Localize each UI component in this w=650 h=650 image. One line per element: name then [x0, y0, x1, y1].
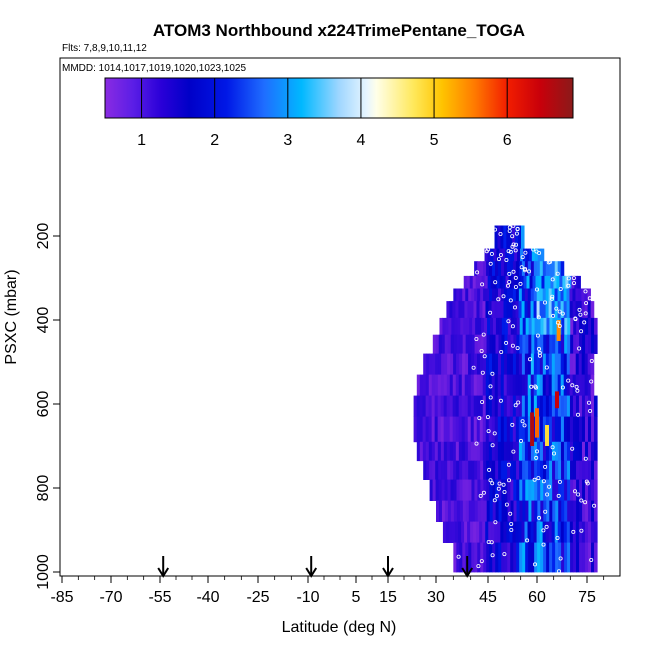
heatmap-cell	[591, 301, 595, 318]
heatmap-cell	[594, 442, 598, 461]
colorbar	[105, 78, 573, 118]
x-tick-label: 30	[427, 589, 445, 606]
heatmap-cell	[591, 354, 595, 375]
y-tick-label: 200	[35, 223, 52, 250]
y-axis-label: PSXC (mbar)	[3, 269, 20, 364]
heatmap-cell	[577, 276, 581, 289]
colorbar-tick-label: 2	[210, 132, 219, 149]
x-tick-label: 5	[352, 589, 361, 606]
x-tick-label: 60	[528, 589, 546, 606]
y-tick-label: 400	[35, 307, 52, 334]
x-tick-label: -40	[196, 589, 219, 606]
x-tick-label: 15	[379, 589, 397, 606]
y-axis: 200 400 600 800 1000	[35, 223, 60, 590]
chart-title: ATOM3 Northbound x224TrimePentane_TOGA	[153, 21, 525, 40]
heatmap-cell	[591, 375, 595, 396]
heatmap-cell	[594, 461, 598, 480]
heatmap-cell	[594, 318, 598, 335]
heatmap-cell	[541, 249, 545, 262]
heatmap-cell	[594, 417, 598, 443]
x-tick-label: -10	[296, 589, 319, 606]
chart: ATOM3 Northbound x224TrimePentane_TOGA F…	[0, 0, 650, 650]
flights-label: Flts: 7,8,9,10,11,12	[62, 43, 147, 54]
y-tick-label: 800	[35, 475, 52, 502]
flight-arrow	[158, 556, 168, 576]
heatmap-cell	[594, 480, 598, 501]
heatmap-hotspot	[557, 320, 561, 341]
colorbar-tick-label: 4	[356, 132, 365, 149]
heatmap-cell	[521, 226, 525, 250]
y-tick-label: 600	[35, 391, 52, 418]
heatmap-cell	[594, 543, 598, 573]
heatmap-hotspot	[535, 408, 539, 437]
heatmap-cell	[594, 396, 598, 417]
x-tick-label: -70	[99, 589, 122, 606]
x-axis-label: Latitude (deg N)	[282, 619, 397, 636]
flight-arrow	[306, 556, 316, 576]
x-tick-label: 75	[578, 589, 596, 606]
colorbar-tick-label: 1	[137, 132, 146, 149]
heatmap-hotspot	[530, 412, 534, 446]
x-tick-label: -25	[246, 589, 269, 606]
colorbar-tick-label: 3	[283, 132, 292, 149]
heatmap-hotspot	[555, 391, 559, 408]
x-tick-label: -55	[148, 589, 171, 606]
flight-arrow	[383, 556, 393, 576]
heatmap-cell	[594, 501, 598, 522]
x-tick-label: -85	[50, 589, 73, 606]
colorbar-tick-label: 5	[430, 132, 439, 149]
dates-label: MMDD: 1014,1017,1019,1020,1023,1025	[62, 63, 246, 74]
heatmap-cell	[561, 261, 565, 276]
heatmap-hotspot	[545, 425, 549, 446]
colorbar-tick-label: 6	[503, 132, 512, 149]
y-tick-label: 1000	[35, 554, 52, 590]
x-tick-label: 45	[479, 589, 497, 606]
heatmap-cell	[594, 335, 598, 354]
heatmap-cell	[594, 522, 598, 543]
flight-arrows	[158, 556, 472, 576]
x-axis: -85 -70 -55 -40 -25 -10 5 15 30 45 60 75	[50, 576, 603, 606]
